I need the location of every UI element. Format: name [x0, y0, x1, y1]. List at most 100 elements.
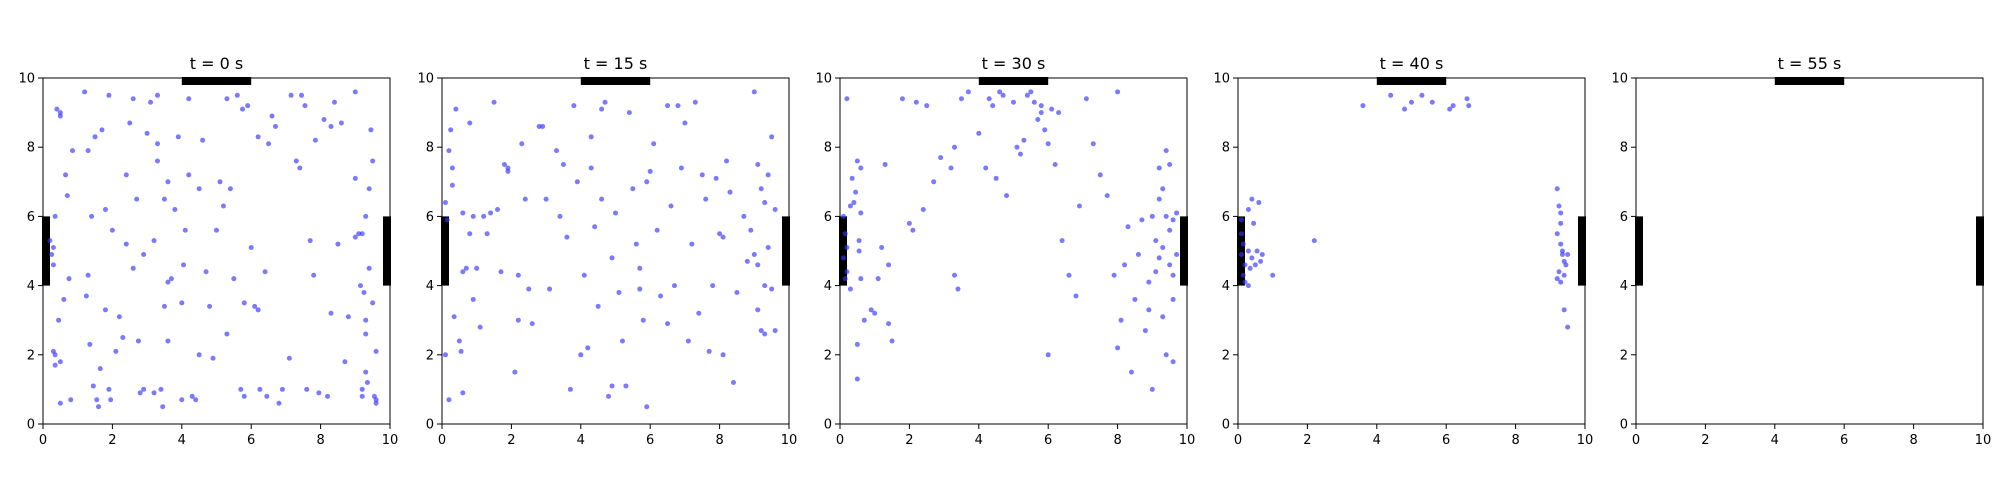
data-point: [302, 103, 308, 109]
x-tick-label: 0: [39, 433, 47, 448]
x-tick-label: 8: [715, 433, 723, 448]
data-point: [196, 186, 202, 192]
data-point: [134, 196, 140, 202]
data-point: [840, 255, 846, 261]
data-point: [1163, 213, 1169, 219]
data-point: [83, 293, 89, 299]
data-point: [920, 206, 926, 212]
panel-title: t = 15 s: [584, 54, 648, 73]
data-point: [446, 397, 452, 403]
data-point: [189, 393, 195, 399]
data-point: [56, 317, 62, 323]
data-point: [61, 296, 67, 302]
data-point: [854, 158, 860, 164]
data-point: [1163, 148, 1169, 154]
data-point: [599, 196, 605, 202]
data-point: [1565, 324, 1571, 330]
data-point: [286, 355, 292, 361]
data-point: [1118, 317, 1124, 323]
data-point: [331, 99, 337, 105]
data-point: [564, 234, 570, 240]
data-point: [1245, 283, 1251, 289]
data-point: [1238, 217, 1244, 223]
data-point: [644, 404, 650, 410]
data-point: [481, 213, 487, 219]
data-point: [1409, 99, 1414, 105]
data-point: [1559, 251, 1565, 257]
data-point: [248, 245, 254, 251]
data-point: [456, 338, 462, 344]
data-point: [158, 386, 164, 392]
data-point: [1139, 217, 1145, 223]
data-point: [442, 352, 448, 358]
data-point: [1245, 248, 1251, 254]
data-point: [325, 393, 331, 399]
data-point: [1174, 210, 1180, 216]
data-point: [106, 92, 112, 98]
data-point: [106, 386, 112, 392]
data-point: [1132, 296, 1138, 302]
data-point: [299, 92, 305, 98]
data-point: [89, 213, 95, 219]
data-point: [640, 317, 646, 323]
data-point: [1238, 231, 1244, 237]
data-point: [762, 331, 768, 337]
data-point: [696, 310, 702, 316]
data-point: [470, 296, 476, 302]
data-point: [460, 269, 466, 275]
data-point: [155, 158, 161, 164]
x-tick-label: 8: [316, 433, 324, 448]
data-point: [861, 317, 867, 323]
data-point: [581, 272, 587, 278]
data-point: [207, 303, 213, 309]
data-point: [1402, 106, 1408, 112]
data-point: [868, 307, 874, 313]
data-point: [241, 393, 247, 399]
data-point: [85, 272, 91, 278]
data-point: [363, 331, 369, 337]
data-point: [751, 89, 757, 95]
data-point: [453, 106, 459, 112]
exit-left: [1635, 216, 1643, 286]
data-point: [373, 348, 379, 354]
exit-right: [1578, 216, 1586, 286]
data-point: [854, 376, 860, 382]
data-point: [875, 276, 881, 282]
data-point: [630, 186, 636, 192]
data-point: [844, 96, 850, 102]
data-point: [567, 386, 573, 392]
data-point: [879, 245, 885, 251]
data-point: [512, 369, 518, 375]
data-point: [769, 286, 775, 292]
exit-right: [1180, 216, 1188, 286]
data-point: [623, 383, 629, 389]
data-point: [755, 307, 761, 313]
data-point: [654, 227, 660, 233]
data-point: [1149, 213, 1155, 219]
data-point: [762, 283, 768, 289]
data-point: [1097, 172, 1103, 178]
y-tick-label: 6: [824, 210, 832, 225]
data-point: [498, 269, 504, 275]
data-point: [262, 269, 268, 275]
panel-2: t = 30 s 0 2 4 6 8 10 0 2 4 6 8 10: [815, 54, 1195, 448]
data-point: [633, 241, 639, 247]
data-point: [151, 238, 157, 244]
data-point: [444, 217, 450, 223]
data-point: [1146, 279, 1152, 285]
data-point: [1111, 272, 1117, 278]
y-tick-label: 6: [426, 210, 434, 225]
data-point: [1122, 262, 1128, 268]
data-point: [899, 96, 905, 102]
data-point: [116, 314, 122, 320]
data-point: [342, 359, 348, 365]
data-point: [993, 175, 999, 181]
plot-frame: [1237, 77, 1586, 425]
data-point: [359, 231, 365, 237]
data-point: [97, 366, 103, 372]
data-point: [373, 397, 379, 403]
data-point: [924, 103, 930, 109]
data-point: [264, 393, 270, 399]
x-tick-label: 10: [1577, 433, 1594, 448]
data-point: [359, 386, 365, 392]
